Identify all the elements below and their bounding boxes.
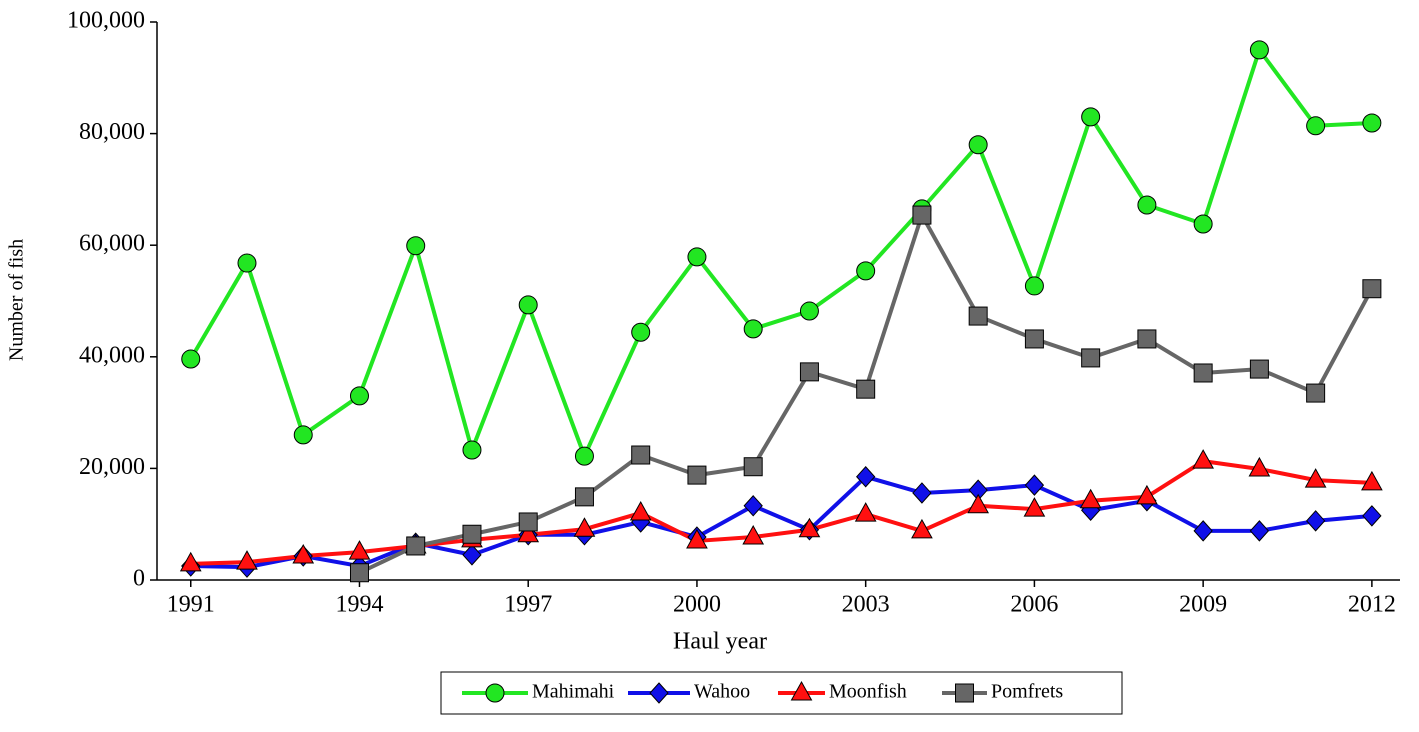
data-point bbox=[742, 525, 765, 545]
y-tick-label: 20,000 bbox=[79, 454, 145, 480]
data-point bbox=[1361, 470, 1383, 491]
data-point bbox=[1193, 214, 1213, 234]
y-tick-label: 60,000 bbox=[79, 231, 145, 257]
data-point bbox=[574, 446, 594, 466]
legend-marker bbox=[485, 683, 505, 703]
data-point bbox=[349, 386, 369, 406]
data-point bbox=[573, 517, 596, 537]
data-point bbox=[1362, 505, 1382, 527]
data-point bbox=[237, 253, 257, 273]
x-tick-label: 1991 bbox=[167, 592, 215, 618]
data-point bbox=[1079, 488, 1102, 509]
x-axis-title: Haul year bbox=[673, 629, 767, 655]
data-point bbox=[912, 205, 932, 225]
data-point bbox=[968, 135, 988, 155]
data-point bbox=[462, 544, 482, 566]
data-point bbox=[912, 482, 932, 504]
series-line bbox=[189, 47, 1372, 459]
data-point bbox=[968, 306, 988, 326]
data-point bbox=[798, 517, 821, 538]
data-point bbox=[856, 379, 876, 399]
legend-marker bbox=[649, 682, 669, 704]
data-point bbox=[799, 301, 819, 321]
legend-label: Moonfish bbox=[829, 681, 907, 703]
data-point bbox=[1137, 329, 1157, 349]
data-point bbox=[293, 425, 313, 445]
data-point bbox=[1024, 329, 1044, 349]
data-point bbox=[349, 563, 369, 583]
y-tick-label: 40,000 bbox=[79, 342, 145, 368]
data-point bbox=[1249, 40, 1269, 60]
y-tick-label: 0 bbox=[133, 566, 145, 592]
data-point bbox=[687, 465, 707, 485]
data-point bbox=[1306, 383, 1326, 403]
data-point bbox=[854, 502, 877, 522]
data-point bbox=[1193, 520, 1213, 542]
data-point bbox=[518, 512, 538, 532]
data-point bbox=[686, 528, 708, 549]
data-point bbox=[743, 319, 763, 339]
data-point bbox=[911, 518, 933, 539]
data-point bbox=[1362, 113, 1382, 133]
data-point bbox=[236, 550, 258, 570]
data-point bbox=[179, 551, 202, 572]
data-point bbox=[292, 543, 315, 564]
data-point bbox=[574, 487, 594, 507]
data-point bbox=[1362, 279, 1382, 299]
data-point bbox=[856, 466, 876, 488]
x-tick-label: 2012 bbox=[1348, 592, 1396, 618]
data-point bbox=[1137, 195, 1157, 215]
data-point bbox=[631, 445, 651, 465]
data-point bbox=[687, 247, 707, 267]
data-point bbox=[462, 440, 482, 460]
x-tick-label: 2000 bbox=[673, 592, 721, 618]
data-point bbox=[517, 522, 540, 543]
data-point bbox=[462, 524, 482, 544]
data-point bbox=[1192, 449, 1214, 469]
y-tick-label: 100,000 bbox=[67, 8, 145, 34]
data-point bbox=[406, 536, 426, 556]
data-point bbox=[1248, 456, 1271, 477]
data-point bbox=[799, 362, 819, 382]
x-tick-label: 2006 bbox=[1010, 592, 1058, 618]
data-point bbox=[1023, 497, 1046, 517]
data-point bbox=[743, 495, 763, 517]
data-point bbox=[1305, 510, 1326, 532]
data-point bbox=[1304, 468, 1327, 488]
legend-label: Pomfrets bbox=[991, 681, 1063, 703]
data-point bbox=[1081, 348, 1101, 368]
x-tick-label: 2003 bbox=[842, 592, 890, 618]
data-point bbox=[348, 540, 371, 560]
data-point bbox=[743, 457, 763, 477]
data-point bbox=[1306, 116, 1326, 136]
legend-marker bbox=[790, 680, 813, 701]
legend-label: Mahimahi bbox=[532, 681, 615, 703]
data-point bbox=[1136, 484, 1158, 505]
data-point bbox=[1081, 107, 1101, 127]
data-point bbox=[1249, 520, 1270, 542]
data-point bbox=[406, 236, 426, 256]
data-point bbox=[856, 261, 876, 281]
legend-label: Wahoo bbox=[694, 681, 750, 703]
legend-marker bbox=[955, 683, 974, 703]
x-tick-label: 2009 bbox=[1179, 592, 1227, 618]
data-point bbox=[631, 322, 651, 342]
data-point bbox=[1024, 276, 1044, 296]
data-point bbox=[181, 349, 201, 369]
x-tick-label: 1997 bbox=[504, 592, 552, 618]
data-point bbox=[1024, 474, 1045, 496]
data-point bbox=[1193, 363, 1213, 383]
series-line bbox=[190, 474, 1373, 570]
data-point bbox=[967, 493, 990, 514]
series-line bbox=[190, 459, 1372, 566]
data-point bbox=[1249, 359, 1269, 379]
data-point bbox=[629, 501, 652, 521]
y-tick-label: 80,000 bbox=[79, 119, 145, 145]
y-axis-title: Number of fish bbox=[6, 239, 28, 361]
x-tick-label: 1994 bbox=[335, 592, 383, 618]
data-point bbox=[518, 295, 538, 315]
